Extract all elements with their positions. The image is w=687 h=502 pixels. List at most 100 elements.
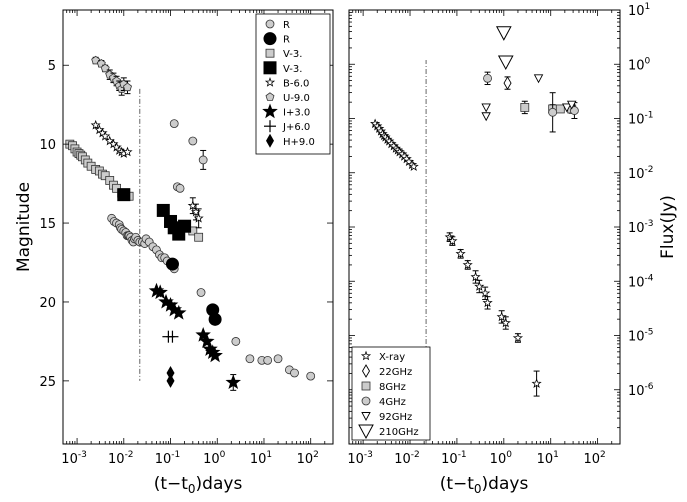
point-r bbox=[175, 183, 185, 193]
point-x-ray bbox=[531, 378, 542, 388]
legend-marker bbox=[358, 424, 374, 440]
point-r bbox=[290, 368, 299, 378]
point-i-3-0 bbox=[195, 326, 211, 342]
point-r bbox=[208, 312, 222, 326]
legend-marker bbox=[262, 103, 278, 119]
y-tick-label: 15 bbox=[39, 217, 56, 232]
x-tick-label: 101 bbox=[250, 450, 272, 467]
point-x-ray bbox=[474, 281, 485, 291]
y-tick-label: 10-3 bbox=[628, 219, 654, 236]
legend-marker bbox=[361, 396, 371, 406]
point-210ghz bbox=[497, 55, 514, 71]
point-x-ray bbox=[500, 317, 511, 328]
x-tick-label: 10-2 bbox=[394, 450, 420, 467]
point-v-3- bbox=[156, 203, 170, 217]
legend-label: 22GHz bbox=[379, 367, 412, 378]
legend-label: V-3. bbox=[283, 64, 302, 75]
point-x-ray bbox=[462, 259, 473, 270]
point-92ghz bbox=[562, 103, 572, 113]
point-r bbox=[263, 355, 273, 365]
point-4ghz bbox=[570, 106, 579, 115]
point-x-ray bbox=[482, 297, 493, 308]
point-v-3- bbox=[100, 171, 110, 181]
y-tick-label: 10-4 bbox=[628, 273, 654, 290]
legend-marker bbox=[265, 19, 275, 29]
y-tick-label: 10 bbox=[39, 138, 56, 153]
x-tick-label: 100 bbox=[203, 450, 226, 467]
point-i-3-0 bbox=[207, 347, 223, 363]
point-r bbox=[165, 257, 179, 271]
right-panel: 10-3 10-2 10-1 100 101 102 10-6 10-5 10-4 10-3 10… bbox=[347, 2, 678, 496]
legend-marker bbox=[264, 120, 276, 133]
right-x-axis-label: (t−t0)days bbox=[440, 474, 529, 496]
point-92ghz bbox=[533, 74, 544, 84]
y-tick-label: 10-1 bbox=[628, 111, 654, 128]
y-tick-label: 101 bbox=[628, 2, 650, 19]
point-x-ray bbox=[496, 311, 507, 322]
point-v-3- bbox=[194, 232, 204, 242]
point-b-6-0 bbox=[100, 130, 111, 141]
legend-label: H+9.0 bbox=[283, 137, 315, 148]
legend-label: R bbox=[283, 35, 290, 46]
point-r bbox=[306, 371, 316, 381]
point-r bbox=[196, 288, 206, 297]
point-r bbox=[273, 354, 283, 364]
legend-marker bbox=[265, 48, 275, 58]
x-tick-label: 100 bbox=[490, 450, 513, 467]
point-92ghz bbox=[566, 100, 577, 110]
legend-marker bbox=[263, 61, 277, 75]
point-r bbox=[198, 155, 208, 165]
point-h-9-0 bbox=[166, 373, 175, 388]
legend-label: X-ray bbox=[379, 352, 405, 363]
legend-label: 8GHz bbox=[379, 382, 406, 393]
legend-label: B-6.0 bbox=[283, 78, 309, 89]
x-tick-label: 10-1 bbox=[155, 450, 181, 467]
point-92ghz bbox=[481, 112, 491, 122]
point-b-6-0 bbox=[90, 119, 101, 130]
point-i-3-0 bbox=[199, 333, 215, 349]
legend-label: I+3.0 bbox=[283, 108, 310, 119]
y-tick-label: 10-2 bbox=[628, 165, 654, 182]
legend-marker bbox=[266, 133, 274, 148]
point-22ghz bbox=[503, 76, 512, 90]
x-tick-label: 10-2 bbox=[108, 450, 134, 467]
point-r bbox=[245, 354, 255, 364]
legend-marker bbox=[361, 364, 371, 378]
y-tick-label: 10-5 bbox=[628, 328, 654, 345]
left-y-axis-label: Magnitude bbox=[14, 182, 34, 272]
x-tick-label: 102 bbox=[583, 450, 605, 467]
y-tick-label: 20 bbox=[39, 296, 56, 311]
y-tick-label: 100 bbox=[628, 56, 651, 73]
point-8ghz bbox=[555, 104, 565, 114]
x-tick-label: 102 bbox=[297, 450, 319, 467]
point-j-6-0 bbox=[166, 330, 179, 343]
legend-marker bbox=[264, 77, 276, 87]
point-b-6-0 bbox=[193, 212, 204, 223]
y-tick-label: 5 bbox=[48, 59, 56, 74]
x-tick-label: 10-3 bbox=[347, 450, 373, 467]
x-tick-label: 101 bbox=[537, 450, 559, 467]
right-legend: X-ray 22GHz 8GHz 4GHz 92GHz 210GHz bbox=[351, 346, 431, 441]
right-y-axis-label: Flux(Jy) bbox=[658, 195, 678, 259]
x-tick-label: 10-3 bbox=[61, 450, 87, 467]
left-legend: RR V-3. V-3. B-6.0 U-9.0 I+3.0 J+6.0 H+9.0 bbox=[255, 13, 331, 155]
legend-label: V-3. bbox=[283, 49, 302, 60]
x-tick-label: 10-1 bbox=[441, 450, 467, 467]
point-r bbox=[169, 119, 179, 129]
point-210ghz bbox=[495, 26, 512, 41]
point-i-3-0 bbox=[225, 374, 241, 390]
point-x-ray bbox=[470, 271, 481, 282]
y-tick-label: 10-6 bbox=[628, 382, 654, 399]
point-x-ray bbox=[408, 161, 419, 171]
y-tick-label: 25 bbox=[39, 375, 56, 390]
point-x-ray bbox=[480, 287, 491, 298]
point-r bbox=[188, 136, 198, 146]
point-4ghz bbox=[483, 73, 492, 83]
point-u-9-0 bbox=[123, 82, 132, 92]
legend-marker bbox=[265, 92, 275, 101]
point-x-ray bbox=[512, 332, 524, 343]
legend-marker bbox=[263, 32, 277, 46]
point-v-3- bbox=[178, 219, 192, 233]
legend-label: U-9.0 bbox=[283, 93, 310, 104]
